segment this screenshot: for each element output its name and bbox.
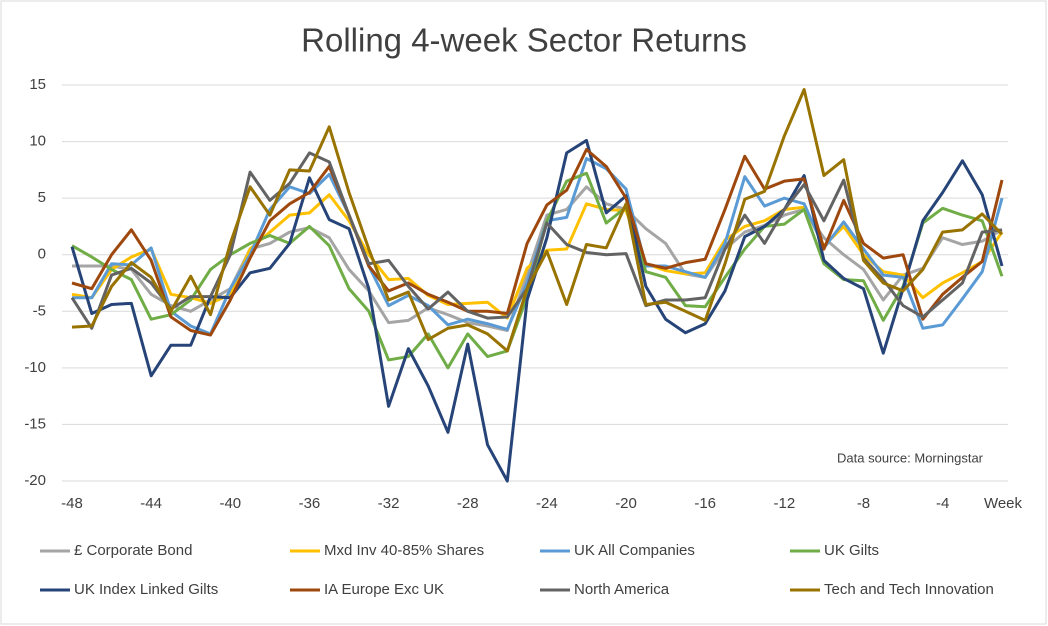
- legend-label: Tech and Tech Innovation: [824, 581, 994, 598]
- legend-label: UK Index Linked Gilts: [74, 581, 218, 598]
- x-tick-label: -20: [615, 495, 637, 512]
- y-tick-label: -20: [24, 472, 46, 489]
- y-tick-label: -5: [33, 302, 46, 319]
- x-tick-label: -16: [694, 495, 716, 512]
- legend-label: Mxd Inv 40-85% Shares: [324, 542, 484, 559]
- legend-label: UK Gilts: [824, 542, 879, 559]
- x-tick-label: -40: [219, 495, 241, 512]
- x-tick-label: -12: [773, 495, 795, 512]
- chart-title: Rolling 4-week Sector Returns: [301, 22, 747, 59]
- x-tick-label: -8: [857, 495, 870, 512]
- x-tick-label: -44: [140, 495, 162, 512]
- y-tick-label: -15: [24, 415, 46, 432]
- y-tick-label: 15: [29, 76, 46, 93]
- x-tick-label: -36: [299, 495, 321, 512]
- line-series: [72, 185, 1003, 333]
- x-tick-label: -28: [457, 495, 479, 512]
- y-tick-label: -10: [24, 359, 46, 376]
- x-axis-label: Week: [984, 495, 1023, 512]
- y-tick-label: 0: [38, 246, 46, 263]
- x-tick-label: -32: [378, 495, 400, 512]
- legend-label: North America: [574, 581, 670, 598]
- legend-label: UK All Companies: [574, 542, 695, 559]
- line-series: [71, 147, 1004, 337]
- line-series: [70, 151, 1003, 330]
- y-tick-label: 5: [38, 189, 46, 206]
- line-series: [71, 88, 1004, 353]
- legend-label: £ Corporate Bond: [74, 542, 192, 559]
- annotation: Data source: Morningstar: [837, 450, 984, 465]
- x-tick-label: -24: [536, 495, 558, 512]
- legend-label: IA Europe Exc UK: [324, 581, 444, 598]
- y-tick-label: 10: [29, 133, 46, 150]
- x-tick-label: -48: [61, 495, 83, 512]
- x-tick-label: -4: [936, 495, 949, 512]
